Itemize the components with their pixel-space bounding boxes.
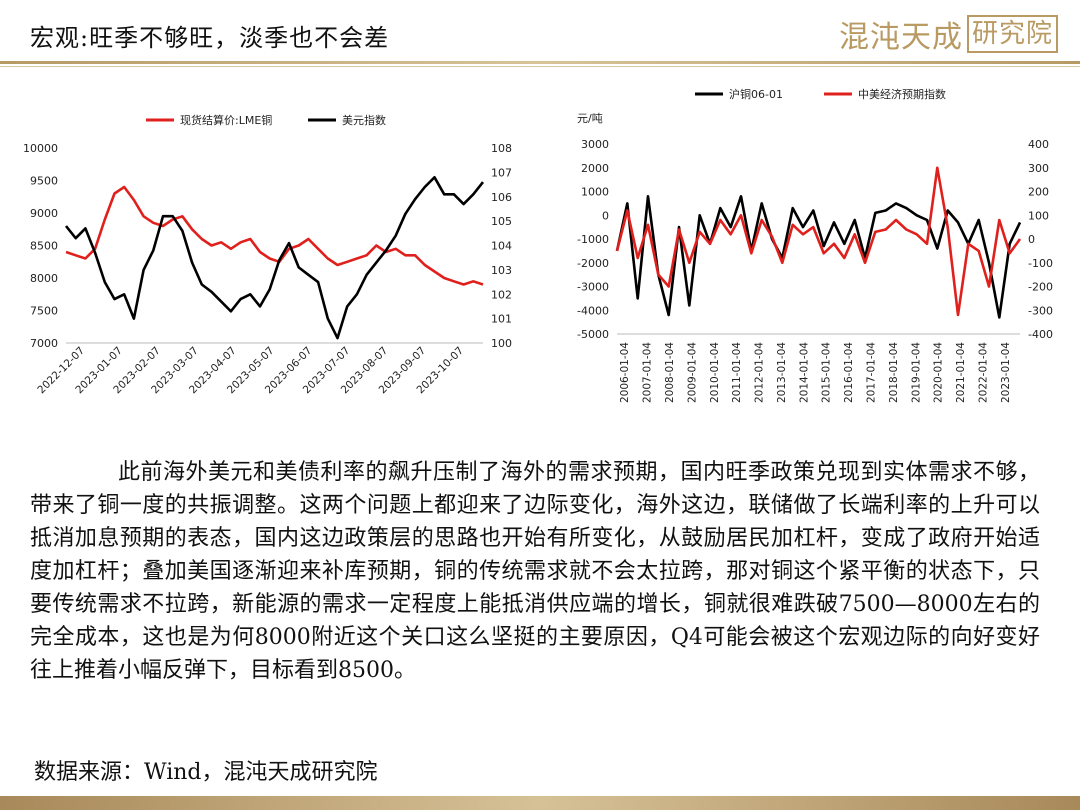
y-tick-left-8: 3000 — [581, 138, 609, 151]
y-tick-right-2: 102 — [491, 288, 512, 301]
y-tick-left-0: -5000 — [577, 328, 609, 341]
y-tick-right-7: 300 — [1028, 162, 1049, 175]
y-tick-left-7: 2000 — [581, 162, 609, 175]
y-tick-left-4: 9000 — [30, 207, 58, 220]
y-tick-right-0: -400 — [1028, 328, 1053, 341]
y-tick-right-3: -100 — [1028, 257, 1053, 270]
x-tick-0: 2006-01-04 — [619, 342, 631, 403]
y-tick-right-1: -300 — [1028, 304, 1053, 317]
y-tick-right-4: 104 — [491, 240, 512, 253]
x-tick-3: 2009-01-04 — [686, 342, 698, 403]
y-tick-right-7: 107 — [491, 166, 512, 179]
chart-shfe-spread-vs-expectation-svg: 沪铜06-01 中美经济预期指数元/吨-5000-4000-3000-2000-1… — [577, 87, 1053, 403]
x-tick-8: 2014-01-04 — [798, 342, 810, 403]
y-tick-right-6: 200 — [1028, 186, 1049, 199]
y-tick-left-0: 7000 — [30, 337, 58, 350]
legend-label-0: 沪铜06-01 — [729, 87, 783, 101]
y-axis-label-left: 元/吨 — [577, 112, 603, 125]
x-tick-5: 2011-01-04 — [731, 342, 743, 403]
series-line-0 — [65, 185, 484, 286]
y-tick-left-1: 7500 — [30, 305, 58, 318]
y-tick-left-3: -2000 — [577, 257, 609, 270]
series-line-0 — [615, 195, 1022, 319]
y-tick-right-5: 105 — [491, 215, 512, 228]
y-tick-left-1: -4000 — [577, 304, 609, 317]
x-tick-13: 2019-01-04 — [910, 342, 922, 403]
y-tick-right-8: 108 — [491, 142, 512, 155]
y-tick-left-4: -1000 — [577, 233, 609, 246]
y-tick-right-3: 103 — [491, 264, 512, 277]
footer-rule — [0, 796, 1080, 810]
chart-lme-copper-vs-dxy-svg: 现货结算价:LME铜 美元指数 7000 7500 8000 8500 9000 9500 10… — [23, 113, 512, 396]
y-tick-right-4: 0 — [1028, 233, 1035, 246]
y-tick-left-5: 0 — [602, 209, 609, 222]
header-rule — [0, 61, 1080, 64]
y-tick-right-8: 400 — [1028, 138, 1049, 151]
series-line-1 — [64, 176, 485, 340]
y-tick-right-2: -200 — [1028, 281, 1053, 294]
analysis-paragraph: 此前海外美元和美债利率的飙升压制了海外的需求预期，国内旺季政策兑现到实体需求不够… — [30, 460, 1040, 683]
x-tick-6: 2012-01-04 — [754, 342, 766, 403]
x-tick-12: 2018-01-04 — [888, 342, 900, 403]
y-tick-left-5: 9500 — [30, 175, 58, 188]
chart-shfe-spread-vs-expectation: 沪铜06-01 中美经济预期指数 元/吨 -5000 -4000 -3000 -2000 -1… — [565, 78, 1070, 438]
logo-text: 混沌天成 — [838, 20, 963, 55]
y-tick-right-5: 100 — [1028, 209, 1049, 222]
chart-lme-copper-vs-dxy: 现货结算价:LME铜 美元指数 7000 7500 8000 8500 9000 9500 10… — [8, 78, 538, 438]
x-tick-17: 2023-01-04 — [1000, 342, 1012, 403]
x-tick-14: 2020-01-04 — [933, 342, 945, 403]
y-tick-right-1: 101 — [491, 313, 512, 326]
y-tick-left-6: 1000 — [581, 186, 609, 199]
y-tick-left-3: 8500 — [30, 240, 58, 253]
data-source: 数据来源：Wind，混沌天成研究院 — [34, 760, 378, 785]
series-line-1 — [615, 166, 1022, 317]
legend-label-1: 中美经济预期指数 — [858, 87, 946, 101]
x-tick-1: 2007-01-04 — [642, 342, 654, 403]
header-rule-thin — [0, 66, 1080, 67]
x-tick-2: 2008-01-04 — [664, 342, 676, 403]
legend-label-1: 美元指数 — [342, 113, 386, 127]
x-tick-10: 2016-01-04 — [843, 342, 855, 403]
y-tick-left-2: 8000 — [30, 272, 58, 285]
x-tick-16: 2022-01-04 — [977, 342, 989, 403]
x-tick-11: 2017-01-04 — [865, 342, 877, 403]
y-tick-right-0: 100 — [491, 337, 512, 350]
x-tick-9: 2015-01-04 — [821, 342, 833, 403]
x-tick-7: 2013-01-04 — [776, 342, 788, 403]
y-tick-left-2: -3000 — [577, 281, 609, 294]
y-tick-left-6: 10000 — [23, 142, 58, 155]
y-tick-right-6: 106 — [491, 191, 512, 204]
legend-label-0: 现货结算价:LME铜 — [180, 113, 272, 127]
x-tick-15: 2021-01-04 — [955, 342, 967, 403]
logo-boxed-text: 研究院 — [966, 15, 1058, 53]
brand-logo: 混沌天成 研究院 — [838, 14, 1058, 55]
page-title: 宏观:旺季不够旺，淡季也不会差 — [30, 24, 390, 52]
x-tick-4: 2010-01-04 — [709, 342, 721, 403]
